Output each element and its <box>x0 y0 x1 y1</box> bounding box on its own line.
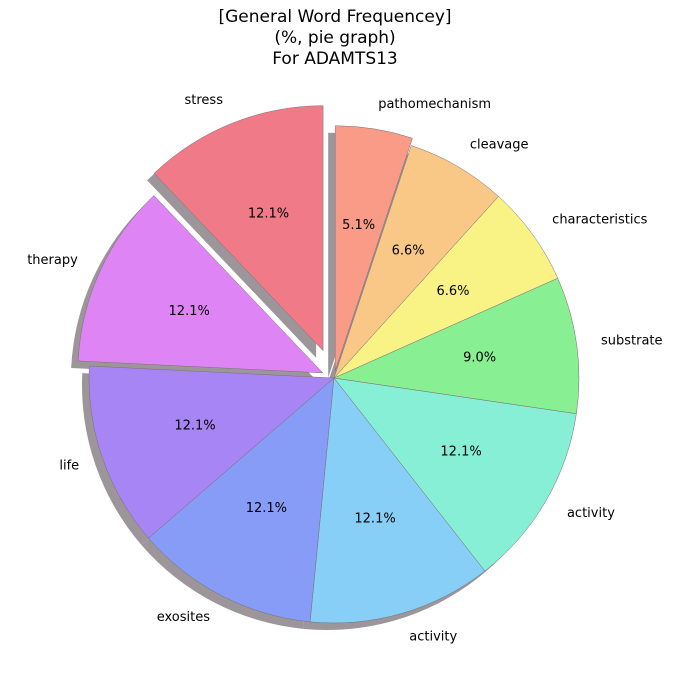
slice-percent-label: 12.1% <box>354 512 395 527</box>
slice-percent-label: 12.1% <box>246 501 287 516</box>
slice-label: stress <box>185 93 224 108</box>
slice-percent-labels: 12.1% 12.1% 12.1% 12.1% 12.1% 12.1% 9.0% 6.6% 6.… <box>169 207 497 527</box>
chart-title-line-2: (%, pie graph) <box>274 28 395 48</box>
slice-label: pathomechanism <box>378 97 491 112</box>
slice-label: characteristics <box>552 212 647 227</box>
pie-slice-activity <box>309 377 486 624</box>
slice-label: activity <box>409 629 457 644</box>
slice-label: substrate <box>601 334 663 349</box>
slice-percent-label: 12.1% <box>174 418 215 433</box>
slice-label: therapy <box>27 253 78 268</box>
slice-percent-label: 12.1% <box>169 304 210 319</box>
slice-percent-label: 12.1% <box>248 207 289 222</box>
slice-percent-label: 9.0% <box>463 350 496 365</box>
slice-label: cleavage <box>470 138 529 153</box>
slice-label: exosites <box>157 610 210 625</box>
slice-labels: stress therapy life exosites activity activit… <box>27 93 662 644</box>
pie-slice-activity <box>333 377 577 572</box>
slice-percent-label: 12.1% <box>440 444 481 459</box>
slice-percent-label: 5.1% <box>342 218 375 233</box>
slice-label: life <box>59 458 79 473</box>
pie-slice-exosites <box>148 377 335 623</box>
pie-slice-life <box>88 365 335 539</box>
pie-slices <box>77 105 580 624</box>
pie-slice-pathomechanism <box>334 125 413 371</box>
chart-title: [General Word Frequencey] (%, pie graph)… <box>218 7 451 69</box>
slice-percent-label: 6.6% <box>436 284 469 299</box>
chart-title-line-3: For ADAMTS13 <box>272 49 398 69</box>
pie-slice-cleavage <box>333 145 499 379</box>
chart-title-line-1: [General Word Frequencey] <box>218 7 451 27</box>
pie-slice-stress <box>153 105 324 352</box>
slice-percent-label: 6.6% <box>392 244 425 259</box>
pie-slice-substrate <box>333 277 580 414</box>
slice-label: activity <box>567 506 615 521</box>
pie-slice-therapy <box>77 195 324 374</box>
